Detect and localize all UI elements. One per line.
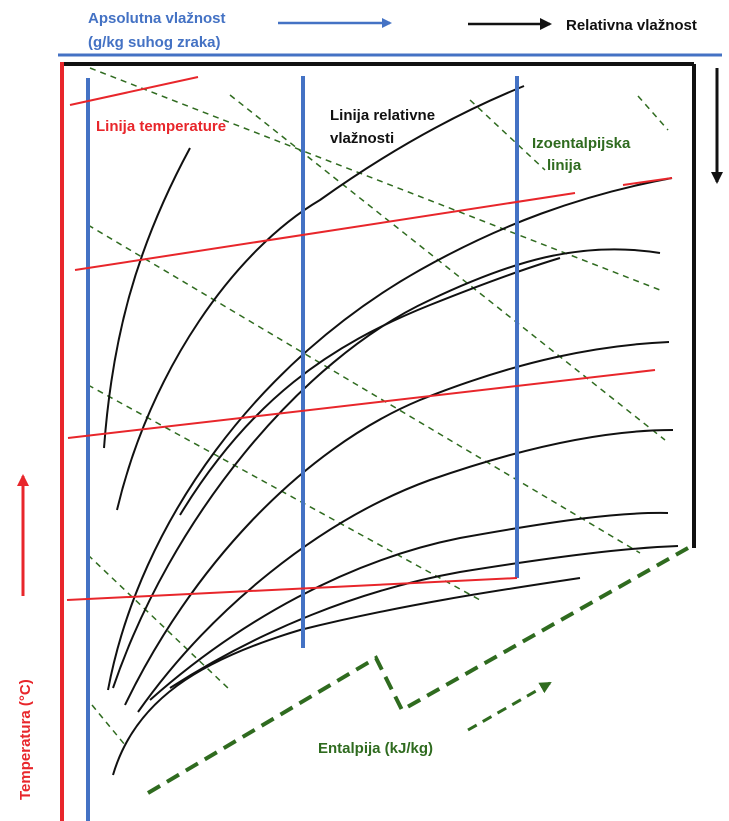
isenthalpic-line xyxy=(87,224,641,554)
enthalpy-label: Entalpija (kJ/kg) xyxy=(318,740,433,757)
temperature-line-label: Linija temperature xyxy=(96,118,226,135)
isenthalpic-label-1: Izoentalpijska xyxy=(532,135,631,152)
isenthalpic-line xyxy=(87,384,481,601)
rh-curve xyxy=(149,511,669,701)
rh-curve xyxy=(137,429,674,713)
absolute-humidity-lines xyxy=(86,76,519,821)
temperature-lines xyxy=(66,76,673,601)
relative-humidity-curves xyxy=(103,85,679,776)
relative-humidity-line-label-1: Linija relativne xyxy=(330,107,435,124)
temperature-axis-label: Temperatura (°C) xyxy=(17,679,34,800)
isenthalpic-line xyxy=(637,95,669,131)
enthalpy-axis xyxy=(146,546,689,795)
isenthalpic-label-2: linija xyxy=(547,157,582,174)
absolute-humidity-label-1: Apsolutna vlažnost xyxy=(88,10,226,27)
temperature-line xyxy=(67,369,656,439)
isenthalpic-line xyxy=(91,704,126,746)
temperature-line xyxy=(622,177,673,186)
rh-curve xyxy=(107,177,673,691)
temperature-line xyxy=(66,577,518,601)
rh-curve xyxy=(124,341,670,706)
temperature-line xyxy=(74,192,576,271)
relative-humidity-line-label-2: vlažnosti xyxy=(330,130,394,147)
relative-humidity-label: Relativna vlažnost xyxy=(566,17,697,34)
rh-curve xyxy=(116,85,525,511)
rh-curve xyxy=(112,248,661,689)
absolute-humidity-label-2: (g/kg suhog zraka) xyxy=(88,34,221,51)
temperature-line xyxy=(69,76,199,106)
enthalpy-arrow xyxy=(467,681,552,732)
isenthalpic-line xyxy=(87,554,231,691)
rh-curve xyxy=(103,147,191,449)
rh-curve xyxy=(179,257,561,516)
rh-curve xyxy=(169,545,679,689)
rh-curve xyxy=(112,577,581,776)
isenthalpic-line xyxy=(89,67,661,291)
